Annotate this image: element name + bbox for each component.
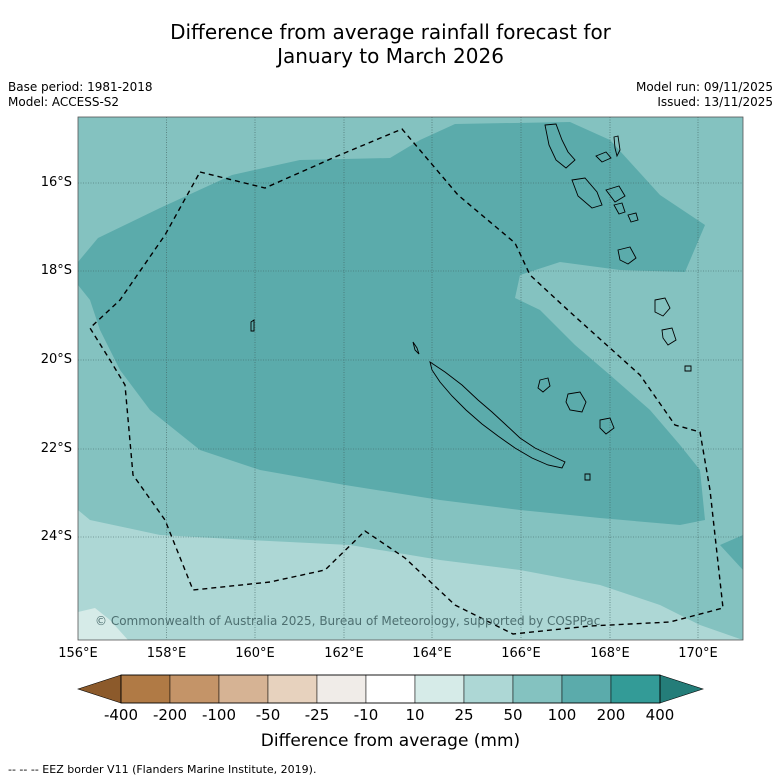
lon-label-166e: 166°E xyxy=(501,646,541,661)
eez-border xyxy=(89,128,724,635)
colorbar-title: Difference from average (mm) xyxy=(260,731,521,751)
eez-footnote: -- -- -- EEZ border V11 (Flanders Marine… xyxy=(8,763,317,776)
lat-label-24s: 24°S xyxy=(40,529,72,544)
colorbar-tick-label: -400 xyxy=(103,706,139,724)
colorbar-cell xyxy=(512,674,563,704)
colorbar-cell xyxy=(169,674,220,704)
colorbar-tick-label: 50 xyxy=(503,706,523,724)
lon-label-162e: 162°E xyxy=(324,646,364,661)
tanna-island xyxy=(654,297,671,317)
zone-10-25 xyxy=(78,608,128,640)
isle-of-pines xyxy=(584,473,591,481)
epi-island xyxy=(613,202,626,215)
mare-island xyxy=(599,417,615,435)
lat-label-16s: 16°S xyxy=(40,175,72,190)
lon-label-156e: 156°E xyxy=(58,646,98,661)
map-title: Difference from average rainfall forecas… xyxy=(0,20,781,68)
colorbar-tick-label: -200 xyxy=(152,706,188,724)
pentecost-island xyxy=(613,135,621,158)
ambrym-island xyxy=(605,185,626,203)
colorbar-tick-label: -50 xyxy=(255,706,281,724)
colorbar-arrow-low xyxy=(77,674,122,704)
rainfall-map xyxy=(78,117,743,640)
colorbar-tick-label: -10 xyxy=(353,706,379,724)
gridlines xyxy=(78,117,743,640)
zone-100-200-east xyxy=(720,535,743,570)
ouvea-island xyxy=(537,377,551,393)
base-period: Base period: 1981-2018 xyxy=(8,80,153,94)
colorbar-cell xyxy=(463,674,514,704)
colorbar-cell xyxy=(610,674,661,704)
title-line-2: January to March 2026 xyxy=(277,44,504,68)
colorbar-cell xyxy=(120,674,171,704)
new-caledonia-mainland xyxy=(429,360,566,469)
lifou-island xyxy=(565,391,587,413)
colorbar-cell xyxy=(561,674,612,704)
title-line-1: Difference from average rainfall forecas… xyxy=(170,20,611,44)
colorbar-cell xyxy=(267,674,318,704)
aneityum-island xyxy=(661,327,677,346)
colorbar-frame xyxy=(120,674,661,704)
lat-label-22s: 22°S xyxy=(40,441,72,456)
lon-label-160e: 160°E xyxy=(235,646,275,661)
model-name: Model: ACCESS-S2 xyxy=(8,95,120,109)
meta-right: Model run: 09/11/2025 Issued: 13/11/2025 xyxy=(636,80,773,110)
erromango-island xyxy=(617,246,637,265)
maewo-island xyxy=(595,151,612,163)
malakula-island xyxy=(571,177,603,209)
small-islet xyxy=(684,365,692,372)
zone-25-50 xyxy=(78,510,743,640)
colorbar-tick-label: 25 xyxy=(454,706,474,724)
colorbar-tick-label: -100 xyxy=(201,706,237,724)
colorbar-cell xyxy=(414,674,465,704)
copyright-notice: © Commonwealth of Australia 2025, Bureau… xyxy=(95,614,601,628)
lon-label-164e: 164°E xyxy=(412,646,452,661)
coastlines xyxy=(250,123,692,481)
lon-label-170e: 170°E xyxy=(678,646,718,661)
colorbar-tick-label: 10 xyxy=(405,706,425,724)
colorbar-tick-label: -25 xyxy=(304,706,330,724)
lon-label-168e: 168°E xyxy=(590,646,630,661)
colorbar-cell xyxy=(365,674,416,704)
colorbar-tick-label: 400 xyxy=(645,706,675,724)
efate-island xyxy=(627,212,639,223)
lat-label-20s: 20°S xyxy=(40,352,72,367)
colorbar-tick-label: 100 xyxy=(547,706,577,724)
zone-100-200 xyxy=(78,122,705,525)
colorbar-cell xyxy=(316,674,367,704)
rennell-reef xyxy=(250,319,255,332)
lat-label-18s: 18°S xyxy=(40,263,72,278)
espiritu-santo xyxy=(544,123,576,169)
map-frame xyxy=(77,116,744,641)
colorbar-tick-label: 200 xyxy=(596,706,626,724)
belep-islands xyxy=(412,341,420,355)
lon-label-158e: 158°E xyxy=(146,646,187,661)
colorbar-cell xyxy=(218,674,269,704)
model-run: Model run: 09/11/2025 xyxy=(635,80,773,94)
colorbar-arrow-high xyxy=(659,674,704,704)
colorbar xyxy=(77,674,704,704)
meta-left: Base period: 1981-2018 Model: ACCESS-S2 xyxy=(8,80,153,110)
issued-date: Issued: 13/11/2025 xyxy=(657,95,773,109)
